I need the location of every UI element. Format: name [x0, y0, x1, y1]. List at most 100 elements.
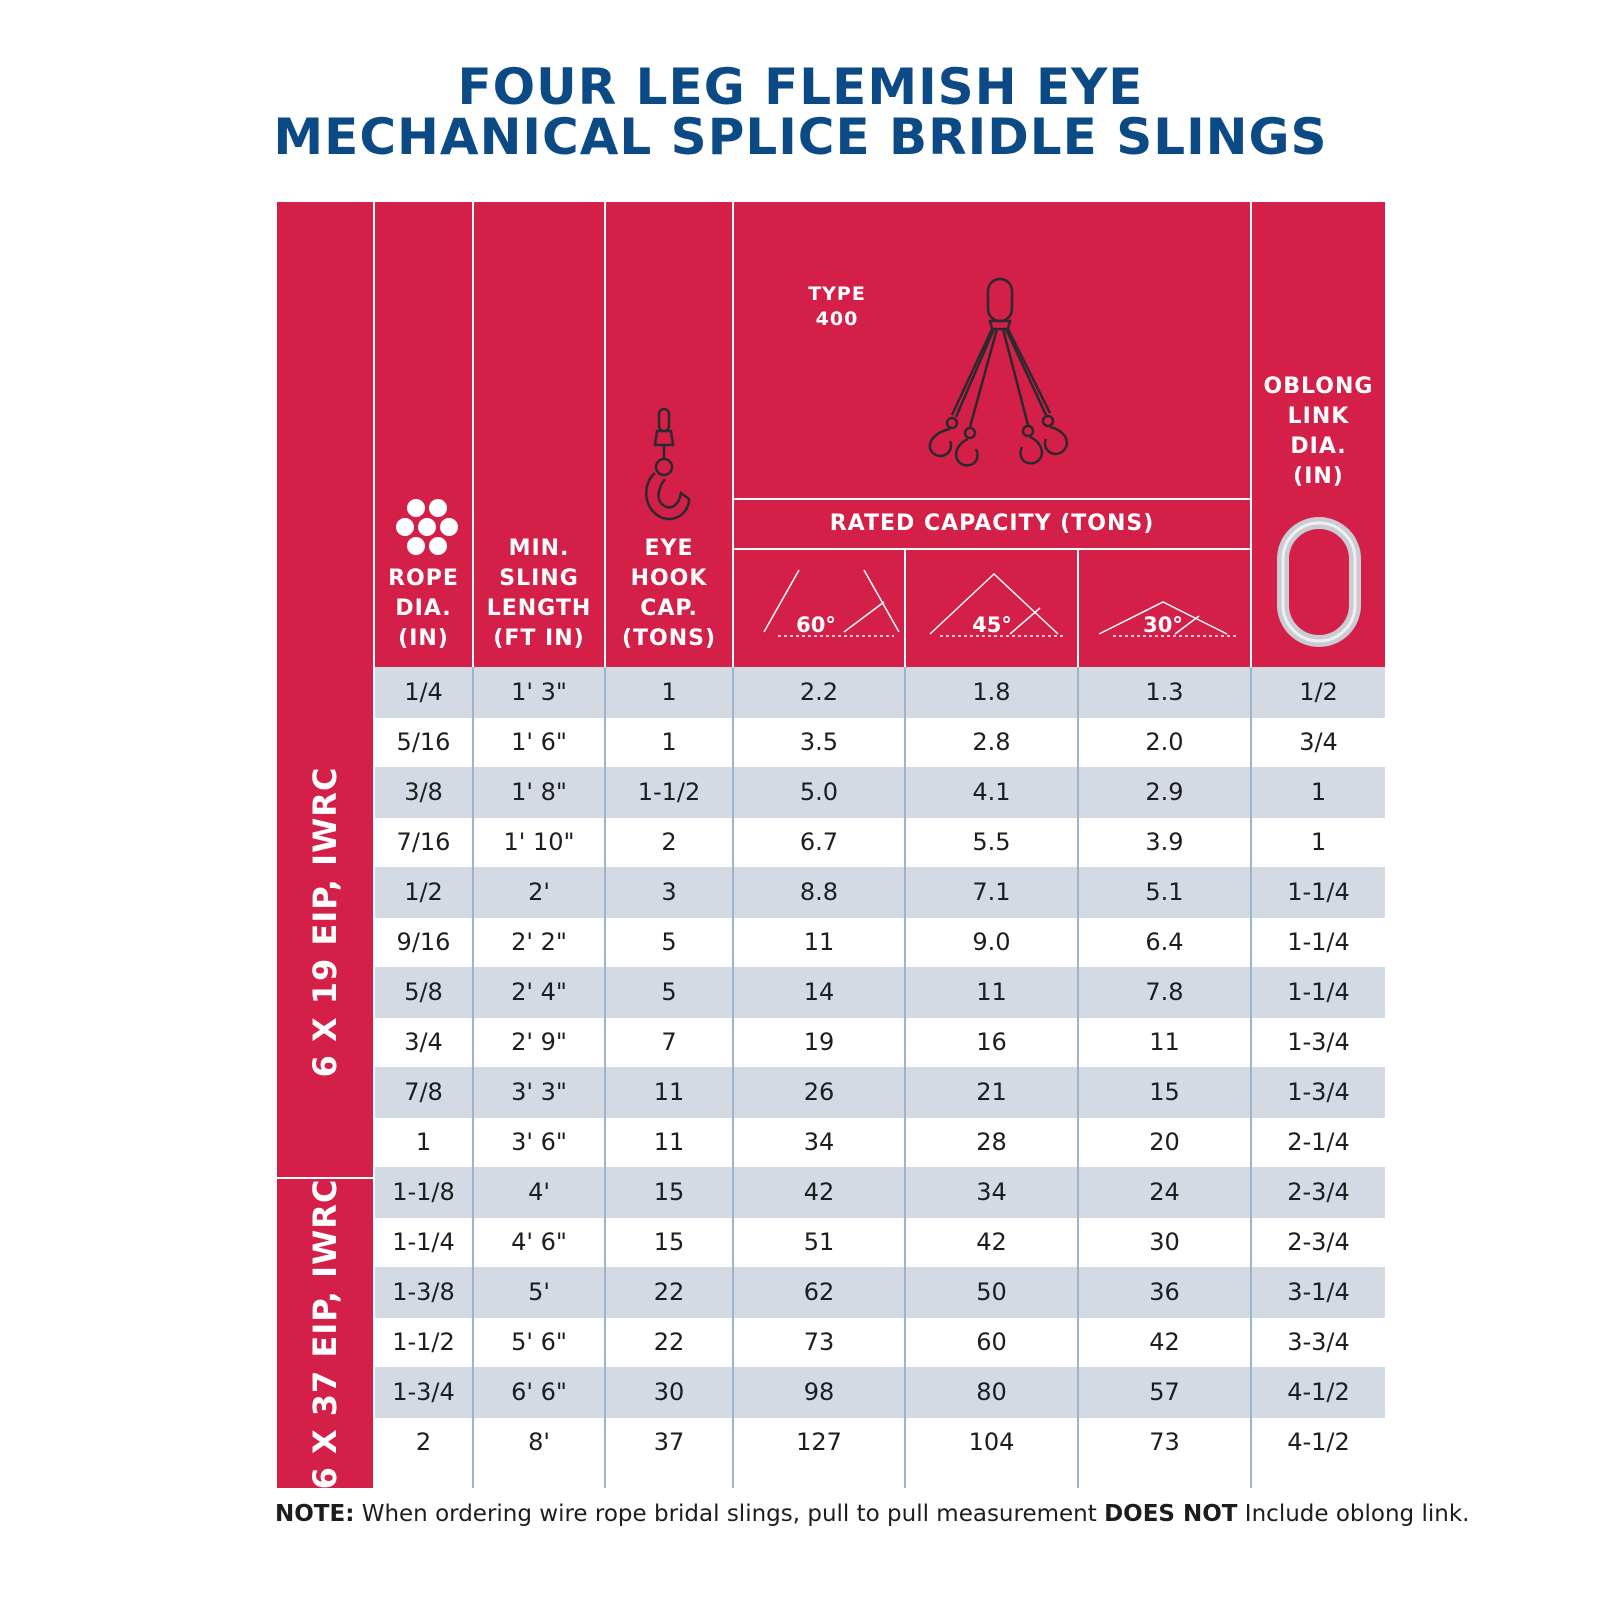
table-cell: 3-1/4 [1287, 1278, 1350, 1306]
table-cell: 1-1/2 [392, 1328, 455, 1356]
note-emphasis: DOES NOT [1104, 1501, 1238, 1527]
table-cell: 8' [528, 1428, 550, 1456]
table-cell: 1-1/4 [1287, 878, 1350, 906]
table-cell: 3.5 [799, 728, 839, 756]
column-divider [1250, 667, 1252, 1488]
table-cell: 4.1 [972, 778, 1011, 806]
table-cell: 2 [415, 1428, 432, 1456]
table-cell: 5/16 [396, 728, 451, 756]
table-cell: 5 [661, 928, 677, 956]
table-cell: 7.8 [1145, 978, 1184, 1006]
sling-capacity-table: ROPE DIA. (IN) MIN. SLING LENGTH (FT IN) EYE H… [277, 202, 1385, 1489]
table-cell: 3' 3" [511, 1078, 567, 1106]
table-cell: 42 [1149, 1328, 1180, 1356]
table-cell: 1' 8" [511, 778, 567, 806]
table-cell: 1' 6" [511, 728, 567, 756]
table-cell: 2-1/4 [1287, 1128, 1350, 1156]
table-row: 1-3/8 5' 22 62 50 36 3-1/4 [375, 1267, 1385, 1318]
table-cell: 15 [653, 1178, 685, 1206]
table-cell: 98 [803, 1378, 835, 1406]
table-cell: 7/8 [404, 1078, 443, 1106]
table-cell: 80 [976, 1378, 1007, 1406]
header-divider [732, 548, 1250, 550]
footnote: NOTE: When ordering wire rope bridal sli… [275, 1501, 1469, 1527]
table-cell: 62 [803, 1278, 835, 1306]
table-cell: 5' 6" [511, 1328, 567, 1356]
table-cell: 1.3 [1145, 678, 1184, 706]
table-cell: 7 [661, 1028, 677, 1056]
table-cell: 9/16 [396, 928, 451, 956]
table-cell: 11 [803, 928, 835, 956]
table-cell: 1-1/4 [392, 1228, 455, 1256]
table-cell: 1-1/2 [637, 778, 701, 806]
title-line-2: MECHANICAL SPLICE BRIDLE SLINGS [273, 108, 1328, 166]
table-row: 2 8' 37 127 104 73 4-1/2 [375, 1417, 1385, 1468]
table-cell: 1' 10" [503, 828, 575, 856]
header-type-400: TYPE 400 [808, 283, 866, 330]
table-cell: 2' [528, 878, 550, 906]
table-cell: 42 [976, 1228, 1007, 1256]
table-cell: 1 [415, 1128, 432, 1156]
group-label-6x19: 6 X 19 EIP, IWRC [306, 766, 344, 1078]
table-row: 1/2 2' 3 8.8 7.1 5.1 1-1/4 [375, 867, 1385, 918]
header-divider [373, 202, 375, 667]
table-cell: 7.1 [972, 878, 1011, 906]
table-cell: 1 [1310, 828, 1327, 856]
header-divider [904, 549, 906, 667]
header-min-sling-length: MIN. SLING LENGTH (FT IN) [486, 536, 592, 651]
table-cell: 11 [976, 978, 1007, 1006]
table-cell: 42 [803, 1178, 835, 1206]
table-cell: 16 [976, 1028, 1007, 1056]
table-cell: 1 [1310, 778, 1327, 806]
table-cell: 20 [1149, 1128, 1180, 1156]
table-cell: 2' 9" [511, 1028, 567, 1056]
wire-rope-strands-icon [396, 499, 458, 555]
table-cell: 1-3/4 [1287, 1078, 1350, 1106]
table-cell: 3 [661, 878, 677, 906]
table-row: 3/8 1' 8" 1-1/2 5.0 4.1 2.9 1 [375, 767, 1385, 818]
table-cell: 5/8 [404, 978, 443, 1006]
table-row: 7/16 1' 10" 2 6.7 5.5 3.9 1 [375, 817, 1385, 868]
angle-60-label: 60° [796, 613, 836, 637]
table-cell: 3' 6" [511, 1128, 567, 1156]
table-row: 3/4 2' 9" 7 19 16 11 1-3/4 [375, 1017, 1385, 1068]
table-cell: 5' [528, 1278, 550, 1306]
table-cell: 51 [803, 1228, 835, 1256]
eye-hook-icon [645, 407, 691, 521]
table-cell: 21 [976, 1078, 1007, 1106]
oblong-link-icon [1277, 517, 1361, 647]
table-cell: 1/2 [404, 878, 443, 906]
table-cell: 3-3/4 [1287, 1328, 1350, 1356]
table-cell: 28 [976, 1128, 1007, 1156]
table-cell: 26 [803, 1078, 835, 1106]
table-cell: 104 [968, 1428, 1015, 1456]
table-cell: 36 [1149, 1278, 1180, 1306]
table-cell: 1-1/4 [1287, 978, 1350, 1006]
table-row: 5/8 2' 4" 5 14 11 7.8 1-1/4 [375, 967, 1385, 1018]
column-divider [732, 667, 734, 1488]
table-cell: 22 [653, 1278, 685, 1306]
table-cell: 50 [976, 1278, 1007, 1306]
column-divider [1077, 667, 1079, 1488]
table-row: 1-1/2 5' 6" 22 73 60 42 3-3/4 [375, 1317, 1385, 1368]
table-row: 1-1/8 4' 15 42 34 24 2-3/4 [375, 1167, 1385, 1218]
table-row: 1-1/4 4' 6" 15 51 42 30 2-3/4 [375, 1217, 1385, 1268]
table-cell: 73 [803, 1328, 835, 1356]
table-cell: 57 [1149, 1378, 1180, 1406]
table-cell: 4-1/2 [1287, 1428, 1350, 1456]
table-cell: 6.4 [1145, 928, 1184, 956]
table-cell: 15 [653, 1228, 685, 1256]
table-cell: 1/2 [1299, 678, 1338, 706]
table-cell: 5.1 [1145, 878, 1184, 906]
sling-angle-60-icon: 60° [763, 569, 900, 637]
table-row: 1 3' 6" 11 34 28 20 2-1/4 [375, 1117, 1385, 1168]
header-oblong-link-dia: OBLONG LINK DIA. (IN) [1263, 374, 1374, 489]
group-divider [277, 1177, 373, 1179]
table-cell: 5.0 [799, 778, 839, 806]
table-cell: 2.8 [972, 728, 1011, 756]
table-cell: 9.0 [972, 928, 1011, 956]
table-cell: 2.9 [1145, 778, 1184, 806]
table-cell: 2-3/4 [1287, 1228, 1350, 1256]
table-cell: 2.0 [1145, 728, 1184, 756]
table-cell: 8.8 [799, 878, 839, 906]
